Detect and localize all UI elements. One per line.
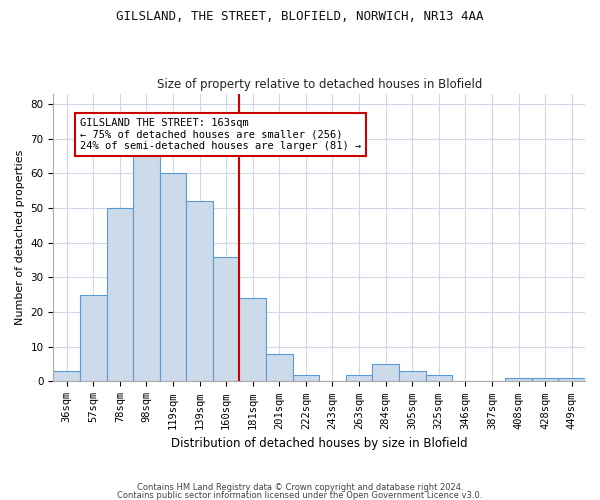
X-axis label: Distribution of detached houses by size in Blofield: Distribution of detached houses by size … [171, 437, 467, 450]
Bar [133, 152, 160, 382]
Text: Contains public sector information licensed under the Open Government Licence v3: Contains public sector information licen… [118, 490, 482, 500]
Bar [187, 201, 213, 382]
Bar [266, 354, 293, 382]
Bar [53, 371, 80, 382]
Bar [80, 294, 107, 382]
Bar [505, 378, 532, 382]
Bar [425, 374, 452, 382]
Text: GILSLAND THE STREET: 163sqm
← 75% of detached houses are smaller (256)
24% of se: GILSLAND THE STREET: 163sqm ← 75% of det… [80, 118, 361, 151]
Bar [559, 378, 585, 382]
Bar [346, 374, 373, 382]
Bar [213, 256, 239, 382]
Bar [399, 371, 425, 382]
Title: Size of property relative to detached houses in Blofield: Size of property relative to detached ho… [157, 78, 482, 91]
Bar [239, 298, 266, 382]
Bar [160, 174, 187, 382]
Bar [532, 378, 559, 382]
Text: Contains HM Land Registry data © Crown copyright and database right 2024.: Contains HM Land Registry data © Crown c… [137, 484, 463, 492]
Bar [373, 364, 399, 382]
Bar [293, 374, 319, 382]
Y-axis label: Number of detached properties: Number of detached properties [15, 150, 25, 325]
Text: GILSLAND, THE STREET, BLOFIELD, NORWICH, NR13 4AA: GILSLAND, THE STREET, BLOFIELD, NORWICH,… [116, 10, 484, 23]
Bar [107, 208, 133, 382]
